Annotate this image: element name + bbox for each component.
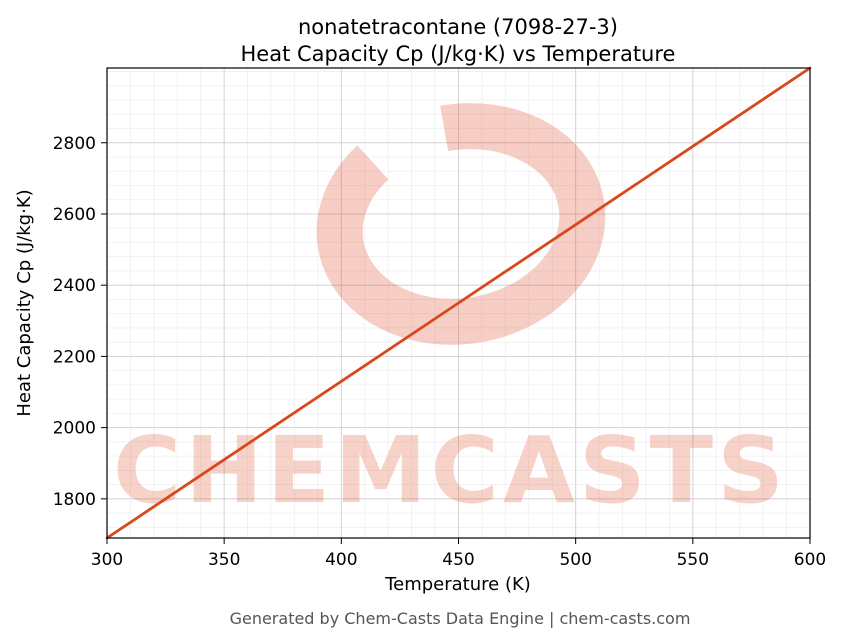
x-tick-label: 500 [559,550,591,570]
y-tick-label: 2000 [53,419,96,439]
x-tick-label: 350 [208,550,240,570]
x-tick-label: 450 [442,550,474,570]
footer-text: Generated by Chem-Casts Data Engine | ch… [230,609,691,628]
y-tick-labels: 1800 2000 2200 2400 2600 2800 [53,134,96,510]
x-tick-label: 300 [91,550,123,570]
watermark-text: CHEMCASTS [113,417,788,524]
y-tick-label: 2800 [53,134,96,154]
x-tick-label: 400 [325,550,357,570]
chart-title: nonatetracontane (7098-27-3) [298,15,618,39]
y-axis-label: Heat Capacity Cp (J/kg·K) [14,189,35,416]
chart-subtitle: Heat Capacity Cp (J/kg·K) vs Temperature [241,42,676,66]
tick-marks [101,142,811,544]
x-tick-label: 550 [677,550,709,570]
x-axis-label: Temperature (K) [384,574,531,595]
watermark: CHEMCASTS [113,103,788,524]
y-tick-label: 2400 [53,276,96,296]
y-tick-label: 2600 [53,205,96,225]
y-tick-label: 1800 [53,490,96,510]
x-tick-labels: 300 350 400 450 500 550 600 [91,550,826,570]
data-line-heat-capacity [105,66,812,540]
x-tick-label: 600 [794,550,826,570]
y-tick-label: 2200 [53,347,96,367]
watermark-logo-ring [316,103,606,345]
